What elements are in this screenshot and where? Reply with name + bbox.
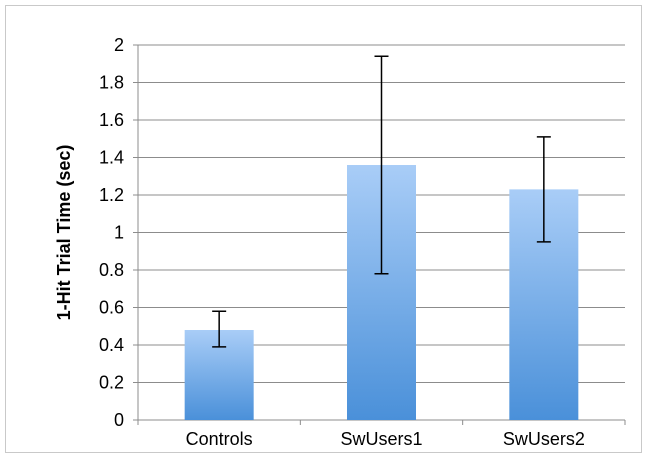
y-tick-label: 0.6 bbox=[99, 298, 124, 318]
x-tick-label: Controls bbox=[186, 429, 253, 449]
y-tick-label: 1.6 bbox=[99, 110, 124, 130]
y-tick-labels: 0 0.2 0.4 0.6 0.8 1 1.2 1.4 1.6 1.8 2 bbox=[99, 35, 124, 430]
x-tick-label: SwUsers2 bbox=[503, 429, 585, 449]
y-tick-label: 1.8 bbox=[99, 73, 124, 93]
y-tick-label: 0 bbox=[114, 410, 124, 430]
bars bbox=[184, 165, 579, 420]
y-axis-title: 1-Hit Trial Time (sec) bbox=[54, 145, 74, 321]
y-tick-label: 1.2 bbox=[99, 185, 124, 205]
error-bars bbox=[212, 55, 551, 348]
y-tick-label: 0.4 bbox=[99, 335, 124, 355]
y-tick-label: 1 bbox=[114, 223, 124, 243]
error-bar-swusers1 bbox=[374, 55, 389, 275]
x-tick-label: SwUsers1 bbox=[340, 429, 422, 449]
y-tick-label: 2 bbox=[114, 35, 124, 55]
y-tick-label: 1.4 bbox=[99, 148, 124, 168]
y-tick-label: 0.8 bbox=[99, 260, 124, 280]
error-bar-swusers2 bbox=[536, 136, 551, 243]
error-bar-controls bbox=[212, 310, 227, 348]
x-tick-labels: Controls SwUsers1 SwUsers2 bbox=[186, 429, 585, 449]
y-tick-label: 0.2 bbox=[99, 373, 124, 393]
